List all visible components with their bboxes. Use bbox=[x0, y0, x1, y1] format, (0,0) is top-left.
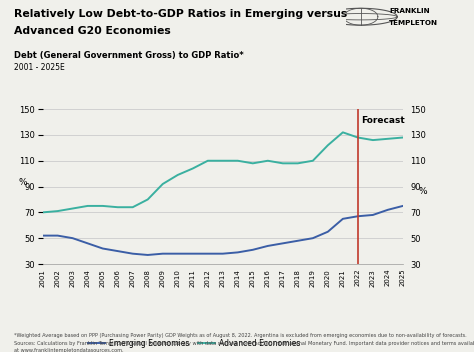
Text: Advanced G20 Economies: Advanced G20 Economies bbox=[14, 26, 171, 36]
Text: Sources: Calculations by Franklin Templeton’s Global Research Library with data : Sources: Calculations by Franklin Temple… bbox=[14, 341, 474, 346]
Text: Forecast: Forecast bbox=[361, 115, 405, 125]
Text: Debt (General Government Gross) to GDP Ratio*: Debt (General Government Gross) to GDP R… bbox=[14, 51, 244, 60]
Text: TEMPLETON: TEMPLETON bbox=[389, 19, 438, 26]
Text: FRANKLIN: FRANKLIN bbox=[389, 8, 430, 14]
Y-axis label: %: % bbox=[419, 187, 427, 196]
Text: Relatively Low Debt-to-GDP Ratios in Emerging versus: Relatively Low Debt-to-GDP Ratios in Eme… bbox=[14, 9, 347, 19]
Text: *Weighted Average based on PPP (Purchasing Power Parity) GDP Weights as of Augus: *Weighted Average based on PPP (Purchasi… bbox=[14, 333, 467, 338]
Y-axis label: %: % bbox=[18, 177, 27, 187]
Text: at www.franklintempletondatasources.com.: at www.franklintempletondatasources.com. bbox=[14, 348, 124, 352]
Legend: Emerging Economies, Advanced Economies: Emerging Economies, Advanced Economies bbox=[85, 336, 303, 351]
Text: 2001 - 2025E: 2001 - 2025E bbox=[14, 63, 65, 73]
